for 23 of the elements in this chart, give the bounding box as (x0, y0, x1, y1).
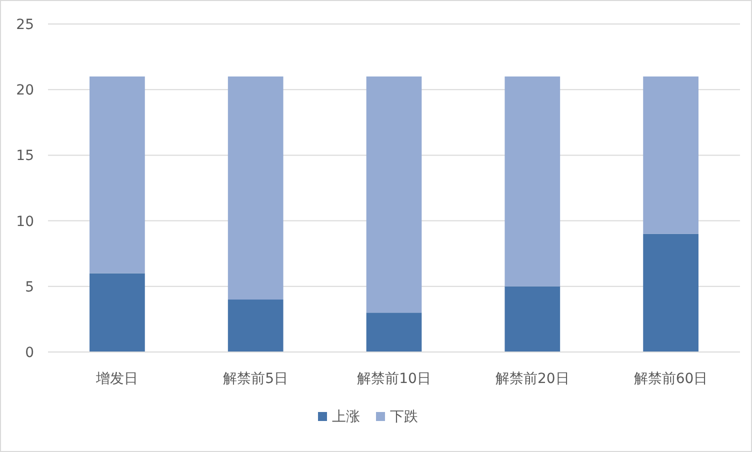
y-tick-label: 25 (16, 17, 34, 33)
y-tick-label: 0 (25, 345, 34, 361)
y-tick-label: 20 (16, 82, 34, 99)
y-tick-label: 15 (16, 148, 34, 164)
x-tick-label: 解禁前5日 (223, 371, 288, 387)
x-tick-label: 增发日 (95, 371, 138, 387)
bar (643, 234, 698, 352)
legend-label: 下跌 (390, 409, 418, 425)
bar (643, 76, 698, 234)
bar (90, 273, 145, 352)
bar (90, 76, 145, 274)
x-tick-label: 解禁前60日 (634, 371, 708, 387)
x-tick-label: 解禁前10日 (357, 371, 431, 387)
y-tick-label: 5 (25, 279, 34, 296)
bar (366, 312, 422, 352)
bar (228, 300, 284, 352)
legend-label: 上涨 (332, 409, 360, 425)
x-tick-label: 解禁前20日 (495, 371, 570, 387)
bar (504, 76, 560, 286)
bar (504, 286, 560, 352)
bar (366, 76, 422, 313)
y-tick-label: 10 (16, 214, 34, 230)
bar (228, 76, 284, 300)
